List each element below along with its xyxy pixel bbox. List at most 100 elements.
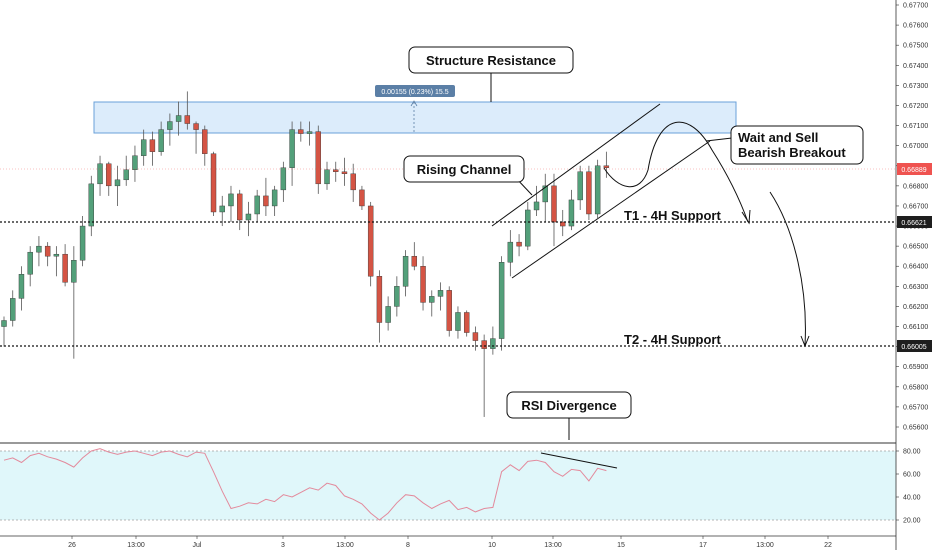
structure-resistance-callout <box>408 46 574 74</box>
wait-sell-callout <box>730 125 864 165</box>
candle-bull <box>594 165 601 215</box>
time-tick-label: 26 <box>68 542 76 549</box>
wait-sell-line1: Wait and Sell <box>738 130 818 145</box>
rising-channel-callout <box>403 155 525 183</box>
price-tick-label: 0.65600 <box>903 425 928 432</box>
candle-bull <box>228 193 234 207</box>
candle-bull <box>289 129 295 168</box>
t1-price-tag-bg <box>897 216 932 228</box>
candle-bear <box>551 185 557 223</box>
candle-bull <box>97 163 103 185</box>
wait-sell-pointer <box>705 137 733 142</box>
candle-bull <box>140 139 147 156</box>
time-tick-label: 13:00 <box>756 542 774 549</box>
measure-label-bg <box>375 85 455 97</box>
projection-curve <box>603 121 749 223</box>
price-tick-label: 0.67000 <box>903 143 928 150</box>
time-tick-label: 22 <box>824 542 832 549</box>
candle-bull <box>123 169 129 181</box>
candle-bear <box>603 165 610 168</box>
candle-bull <box>18 274 25 299</box>
candle-bull <box>437 290 444 297</box>
candle-bull <box>385 306 391 323</box>
projection-arrowhead-t2 <box>800 335 810 348</box>
candle-bull <box>167 121 173 130</box>
rsi-tick-label: 20.00 <box>903 518 921 525</box>
candle-bull <box>394 286 400 307</box>
rsi-divergence-callout <box>506 391 632 419</box>
projection-curve-t2 <box>769 191 806 346</box>
price-tick-label: 0.65800 <box>903 384 928 391</box>
price-tick-label: 0.67300 <box>903 83 928 90</box>
time-tick-label: 13:00 <box>127 542 145 549</box>
price-tick-label: 0.66700 <box>903 203 928 210</box>
candle-bear <box>411 255 418 267</box>
candle-bull <box>402 255 409 287</box>
candle-bull <box>10 298 16 321</box>
candle-bear <box>341 171 348 175</box>
candle-bear <box>106 163 112 187</box>
price-tick-label: 0.67600 <box>903 23 928 30</box>
t1-support-label: T1 - 4H Support <box>624 208 721 223</box>
price-tick-label: 0.67100 <box>903 123 928 130</box>
candle-bear <box>333 169 339 172</box>
structure-resistance-text: Structure Resistance <box>426 53 556 68</box>
current-price-tag: 0.66889 <box>901 167 926 174</box>
candle-bull <box>306 131 313 134</box>
candle-bull <box>245 213 252 221</box>
candle-bear <box>359 189 365 207</box>
resistance-zone <box>93 101 737 134</box>
candle-bear <box>446 290 452 331</box>
candle-bull <box>490 338 496 349</box>
price-tick-label: 0.65700 <box>903 404 928 411</box>
rising-channel-text: Rising Channel <box>417 162 512 177</box>
candle-bull <box>219 205 225 213</box>
candle-bull <box>71 260 77 283</box>
rsi-tick-label: 60.00 <box>903 472 921 479</box>
time-tick-label: 17 <box>699 542 707 549</box>
price-tick-label: 0.65900 <box>903 364 928 371</box>
price-tick-label: 0.67700 <box>903 3 928 10</box>
candle-bull <box>455 312 461 331</box>
candle-bear <box>149 139 156 152</box>
candle-bear <box>420 266 426 303</box>
price-tick-label: 0.66200 <box>903 304 928 311</box>
candle-bear <box>315 131 321 185</box>
rsi-tick-label: 40.00 <box>903 495 921 502</box>
price-tick-label: 0.66500 <box>903 244 928 251</box>
candle-bear <box>298 129 304 134</box>
time-tick-label: 13:00 <box>336 542 354 549</box>
candle-bear <box>516 241 522 247</box>
candle-bull <box>254 195 260 215</box>
t2-support-label: T2 - 4H Support <box>624 332 721 347</box>
candle-bear <box>481 340 487 349</box>
candle-layer <box>1 91 610 417</box>
candle-bull <box>36 245 42 253</box>
t2-price-tag-bg <box>897 340 932 352</box>
time-axis: 26 13:00 Jul 3 13:00 8 10 13:00 15 17 13:00 22 <box>68 536 832 549</box>
candle-bull <box>158 129 164 152</box>
candle-bull <box>568 199 575 227</box>
candle-bull <box>27 251 33 275</box>
rsi-tick-label: 80.00 <box>903 449 921 456</box>
t2-price-tag: 0.66005 <box>901 344 926 351</box>
candle-bull <box>324 169 330 185</box>
candle-bear <box>350 173 356 191</box>
candle-bull <box>132 155 138 170</box>
candle-bull <box>498 262 505 339</box>
time-tick-label: 10 <box>488 542 496 549</box>
projection-arrowhead-t1 <box>741 209 751 225</box>
candle-bear <box>463 312 470 333</box>
candle-bear <box>560 221 566 227</box>
candle-bull <box>542 185 548 203</box>
price-tick-label: 0.66300 <box>903 284 928 291</box>
candle-bear <box>376 276 383 323</box>
candle-bull <box>533 201 540 211</box>
candle-bear <box>263 195 269 207</box>
price-axis: 0.67700 0.67600 0.67500 0.67400 0.67300 0.672… <box>896 3 928 432</box>
price-tick-label: 0.66800 <box>903 183 928 190</box>
candle-bear <box>44 245 51 257</box>
candle-bull <box>114 179 121 187</box>
candle-bull <box>175 115 182 122</box>
